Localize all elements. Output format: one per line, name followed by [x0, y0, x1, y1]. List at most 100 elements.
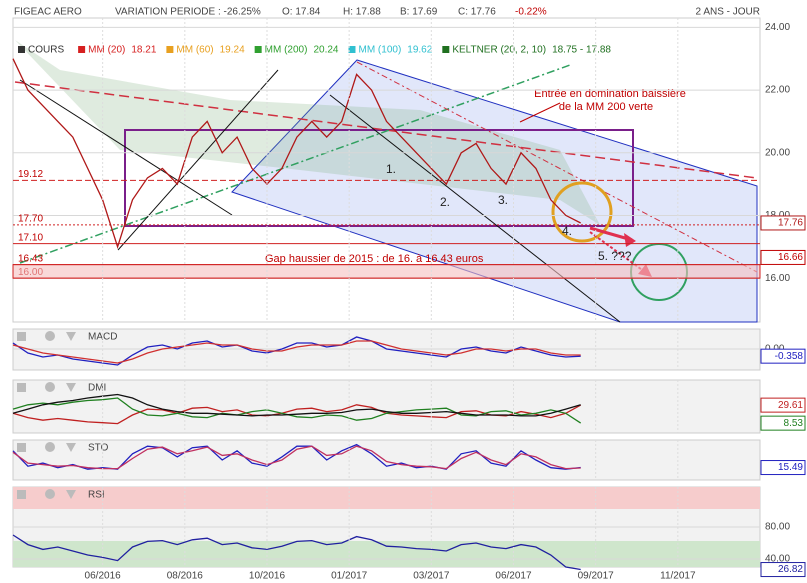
value-tag-label: 26.82	[778, 564, 803, 575]
close-icon	[17, 332, 26, 341]
high: H: 17.88	[343, 7, 381, 18]
trend-line	[19, 79, 233, 216]
panel-title: STO	[88, 443, 109, 454]
value-tag-label: 15.49	[778, 462, 803, 473]
value-tag	[760, 348, 806, 364]
value-tag	[760, 215, 806, 231]
series-line	[12, 393, 581, 417]
move-icon	[66, 490, 76, 499]
series-line	[12, 340, 581, 364]
settings-icon	[45, 382, 55, 392]
legend-swatch	[78, 46, 86, 53]
series-line	[12, 397, 582, 424]
legend-name: KELTNER (20, 2, 10)	[452, 45, 546, 56]
level-label: 16.43	[18, 253, 43, 264]
annotation: Entrée en domination baissière	[534, 88, 686, 100]
value-tag	[760, 562, 806, 578]
legend-swatch	[348, 46, 356, 53]
value-tag	[760, 249, 806, 265]
y-tick-label: 16.00	[765, 273, 790, 284]
legend-name: MM (100)	[358, 45, 401, 56]
value-tag	[760, 397, 806, 413]
panel-title: RSI	[88, 490, 105, 501]
level-label: 19.12	[18, 169, 43, 180]
settings-icon	[45, 442, 55, 452]
x-tick-label: 06/2017	[495, 571, 532, 582]
annotation-pointer	[519, 102, 561, 123]
annotation: Gap haussier de 2015 : de 16. à 16.43 eu…	[265, 253, 484, 265]
legend-name: MM (60)	[176, 45, 213, 56]
highlight-circle	[551, 181, 613, 243]
legend-value: 18.21	[131, 45, 156, 56]
value-tag-label: 16.66	[778, 252, 803, 263]
value-tag	[760, 460, 806, 476]
panel-title: DMI	[88, 383, 106, 394]
series-line	[12, 445, 581, 470]
gap-band	[12, 264, 761, 279]
change: -0.22%	[515, 7, 547, 18]
legend-name: COURS	[28, 45, 64, 56]
close: C: 17.76	[458, 7, 496, 18]
trend-line	[117, 69, 279, 251]
annotation: 3.	[498, 193, 508, 207]
move-icon	[66, 443, 76, 452]
annotation: 1.	[386, 162, 396, 176]
legend-swatch	[166, 46, 174, 53]
series-line	[12, 534, 581, 571]
level-label: 17.10	[18, 232, 43, 243]
settings-icon	[45, 331, 55, 341]
annotation: 2.	[440, 195, 450, 209]
legend-swatch	[442, 46, 450, 53]
settings-icon	[45, 489, 55, 499]
legend-name: MM (200)	[265, 45, 308, 56]
x-tick-label: 10/2016	[249, 571, 286, 582]
annotation: 4.	[562, 224, 572, 238]
legend-swatch	[18, 46, 25, 53]
annotation: 5. ???	[598, 249, 632, 263]
y-tick-label: 80.00	[765, 522, 790, 533]
y-tick-label: 24.00	[765, 22, 790, 33]
close-icon	[17, 383, 26, 392]
x-tick-label: 11/2017	[660, 571, 696, 582]
variation: VARIATION PERIODE : -26.25%	[115, 7, 261, 18]
y-tick-label: 22.00	[765, 85, 790, 96]
rsi-overbought-band	[13, 487, 760, 509]
series-line	[12, 58, 581, 249]
x-tick-label: 08/2016	[167, 571, 204, 582]
x-tick-label: 03/2017	[413, 571, 450, 582]
symbol: FIGEAC AERO	[14, 7, 82, 18]
close-icon	[17, 490, 26, 499]
y-tick-label: 40.00	[765, 554, 790, 565]
sto-panel	[12, 439, 761, 481]
x-tick-label: 01/2017	[331, 571, 368, 582]
value-tag	[760, 415, 806, 431]
y-tick-label: 20.00	[765, 147, 790, 158]
annotation: de la MM 200 verte	[559, 101, 653, 113]
level-label: 17.70	[18, 213, 43, 224]
trend-line	[329, 94, 621, 323]
legend-value: 19.24	[220, 45, 245, 56]
period: 2 ANS - JOUR	[696, 7, 760, 18]
value-tag-label: 8.53	[784, 418, 804, 429]
x-tick-label: 09/2017	[578, 571, 615, 582]
legend-value: 18.75 - 17.88	[552, 45, 611, 56]
low: B: 17.69	[400, 7, 438, 18]
close-icon	[17, 443, 26, 452]
x-tick-label: 06/2016	[85, 571, 122, 582]
value-tag-label: -0.358	[775, 351, 804, 362]
value-tag-label: 17.76	[778, 218, 803, 229]
move-icon	[66, 332, 76, 341]
legend-value: 20.24	[313, 45, 338, 56]
trend-line	[356, 61, 758, 273]
legend-name: MM (20)	[88, 45, 125, 56]
open: O: 17.84	[282, 7, 321, 18]
range-box	[124, 129, 634, 227]
legend-swatch	[254, 46, 262, 53]
trend-line	[14, 81, 758, 179]
move-icon	[66, 383, 76, 392]
keltner-band	[15, 40, 600, 225]
legend-value: 19.62	[407, 45, 432, 56]
channel	[231, 59, 758, 323]
series-line	[12, 336, 581, 366]
